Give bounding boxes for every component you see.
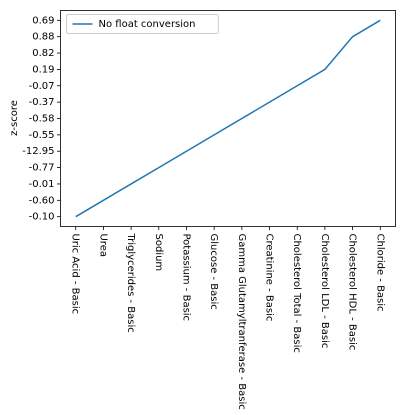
x-tick-label: Triglycerides - Basic — [125, 233, 136, 333]
x-tick-label: Chloride - Basic — [374, 234, 385, 312]
y-tick-label: -0.07 — [29, 81, 55, 92]
x-tick-label: Cholesterol LDL - Basic — [319, 234, 330, 349]
y-tick-label: -0.01 — [29, 179, 55, 190]
y-tick-label: -0.60 — [29, 195, 55, 206]
y-tick-label: -0.55 — [29, 130, 55, 141]
y-tick-label: -12.95 — [22, 146, 54, 157]
legend-label: No float conversion — [99, 19, 196, 30]
y-tick-label: -0.58 — [29, 114, 55, 125]
y-tick-label: 0.82 — [32, 48, 54, 59]
x-tick-label: Potassium - Basic — [180, 234, 191, 322]
y-tick-label: 0.69 — [32, 15, 54, 26]
x-tick-label: Uric Acid - Basic — [70, 234, 81, 315]
y-tick-label: -0.77 — [29, 163, 55, 174]
y-axis-label: z-score — [9, 100, 20, 136]
x-tick-label: Urea — [97, 234, 108, 258]
data-line — [75, 19, 381, 218]
y-tick-label: 0.19 — [32, 64, 54, 75]
x-tick-label: Glucose - Basic — [208, 234, 219, 310]
plot-frame — [60, 10, 396, 227]
x-tick-label: Sodium — [153, 234, 164, 272]
y-tick-label: -0.10 — [29, 212, 55, 223]
x-tick-label: Cholesterol HDL - Basic — [347, 234, 358, 351]
x-tick-label: Creatinine - Basic — [264, 234, 275, 322]
legend-box — [66, 14, 219, 34]
x-tick-label: Gamma Glutamyltranferase - Basic — [236, 234, 247, 410]
y-tick-label: 0.88 — [32, 32, 54, 43]
x-tick-label: Cholesterol Total - Basic — [291, 234, 302, 353]
y-tick-label: -0.37 — [29, 97, 55, 108]
